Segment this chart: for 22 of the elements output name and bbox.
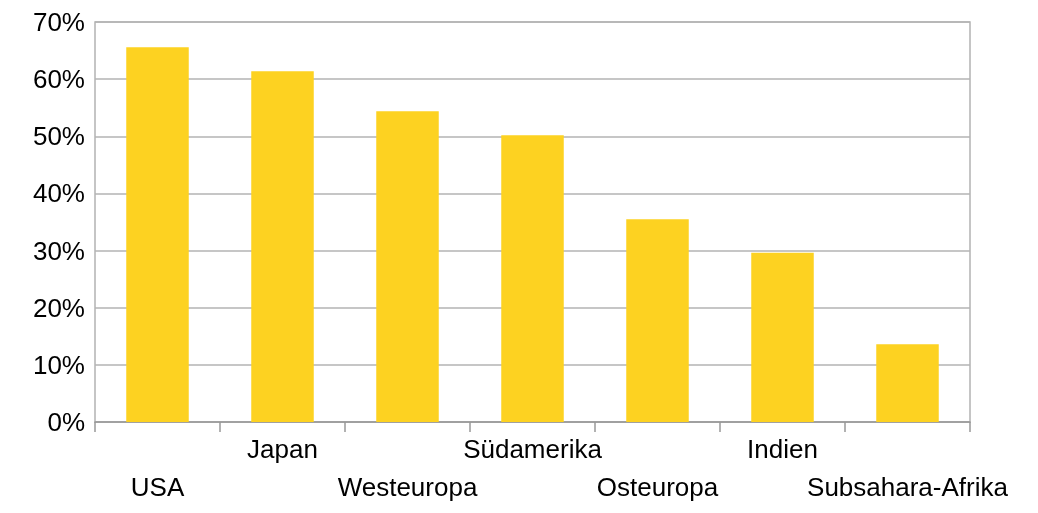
bar — [251, 71, 314, 422]
bar — [501, 135, 564, 422]
bar — [126, 47, 189, 422]
y-tick-label: 70% — [32, 7, 85, 37]
y-tick-label: 60% — [32, 64, 85, 95]
bar — [876, 344, 939, 422]
y-tick-label: 10% — [32, 349, 85, 380]
x-tick-label: USA — [130, 472, 185, 502]
x-tick-label: Indien — [747, 434, 818, 464]
y-tick-label: 40% — [32, 178, 85, 209]
y-tick-label: 50% — [32, 121, 85, 152]
bar — [626, 219, 689, 422]
x-tick-label: Südamerika — [463, 434, 603, 464]
x-tick-label: Subsahara-Afrika — [807, 472, 1009, 502]
y-tick-label: 30% — [32, 235, 85, 266]
y-tick-label: 20% — [32, 292, 85, 323]
x-tick-label: Japan — [247, 434, 318, 464]
x-tick-label: Westeuropa — [337, 472, 478, 502]
bar — [376, 111, 439, 422]
y-tick-label: 0% — [47, 407, 85, 437]
x-tick-label: Osteuropa — [596, 472, 719, 502]
bar — [751, 252, 814, 422]
